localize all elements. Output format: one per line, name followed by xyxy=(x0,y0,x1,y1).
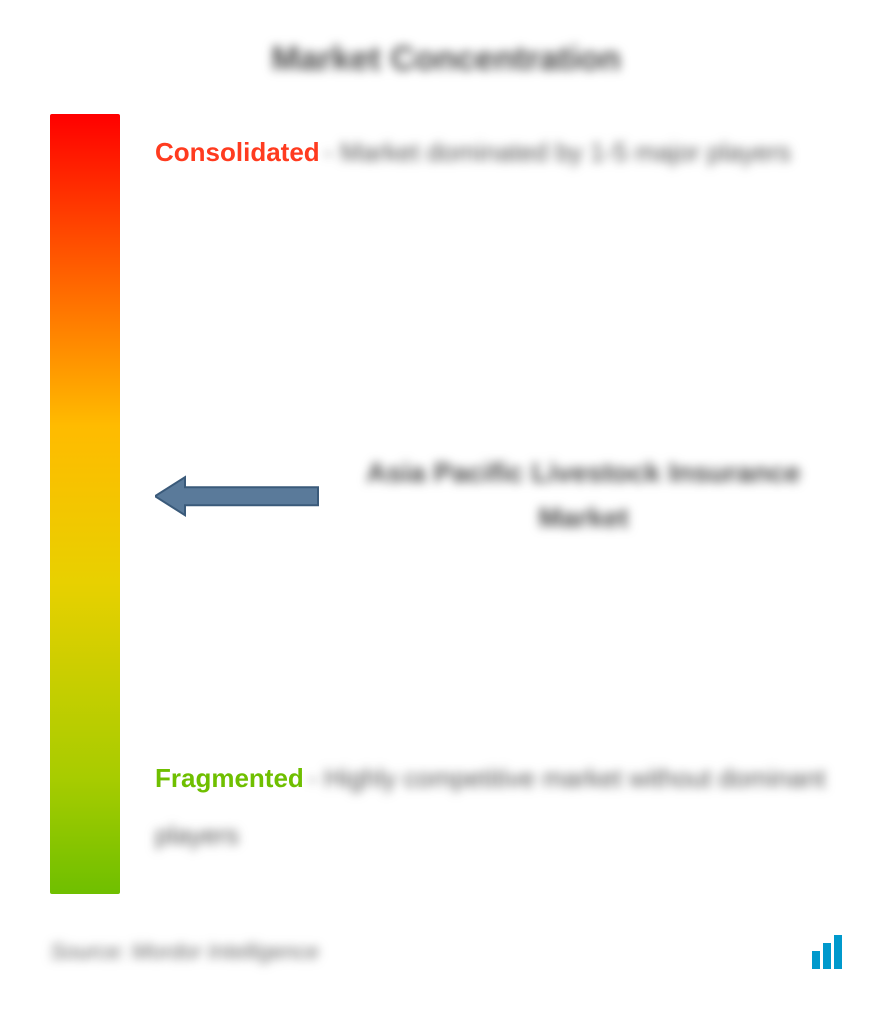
source-attribution: Source: Mordor Intelligence xyxy=(50,939,319,965)
consolidated-description: - Market dominated by 1-5 major players xyxy=(324,137,791,167)
brand-logo xyxy=(812,935,842,969)
chart-title: Market Concentration xyxy=(50,40,842,79)
fragmented-block: Fragmented - Highly competitive market w… xyxy=(155,750,832,864)
text-column: Consolidated - Market dominated by 1-5 m… xyxy=(120,114,842,894)
footer-row: Source: Mordor Intelligence xyxy=(50,935,842,969)
consolidated-block: Consolidated - Market dominated by 1-5 m… xyxy=(155,124,832,181)
market-position-row: Asia Pacific Livestock Insurance Market xyxy=(155,451,832,541)
market-name-label: Asia Pacific Livestock Insurance Market xyxy=(320,451,832,541)
concentration-gradient-bar xyxy=(50,114,120,894)
fragmented-term: Fragmented xyxy=(155,763,304,793)
content-row: Consolidated - Market dominated by 1-5 m… xyxy=(50,114,842,894)
consolidated-term: Consolidated xyxy=(155,137,320,167)
logo-bars-icon xyxy=(812,935,842,969)
market-arrow-icon xyxy=(155,475,320,517)
